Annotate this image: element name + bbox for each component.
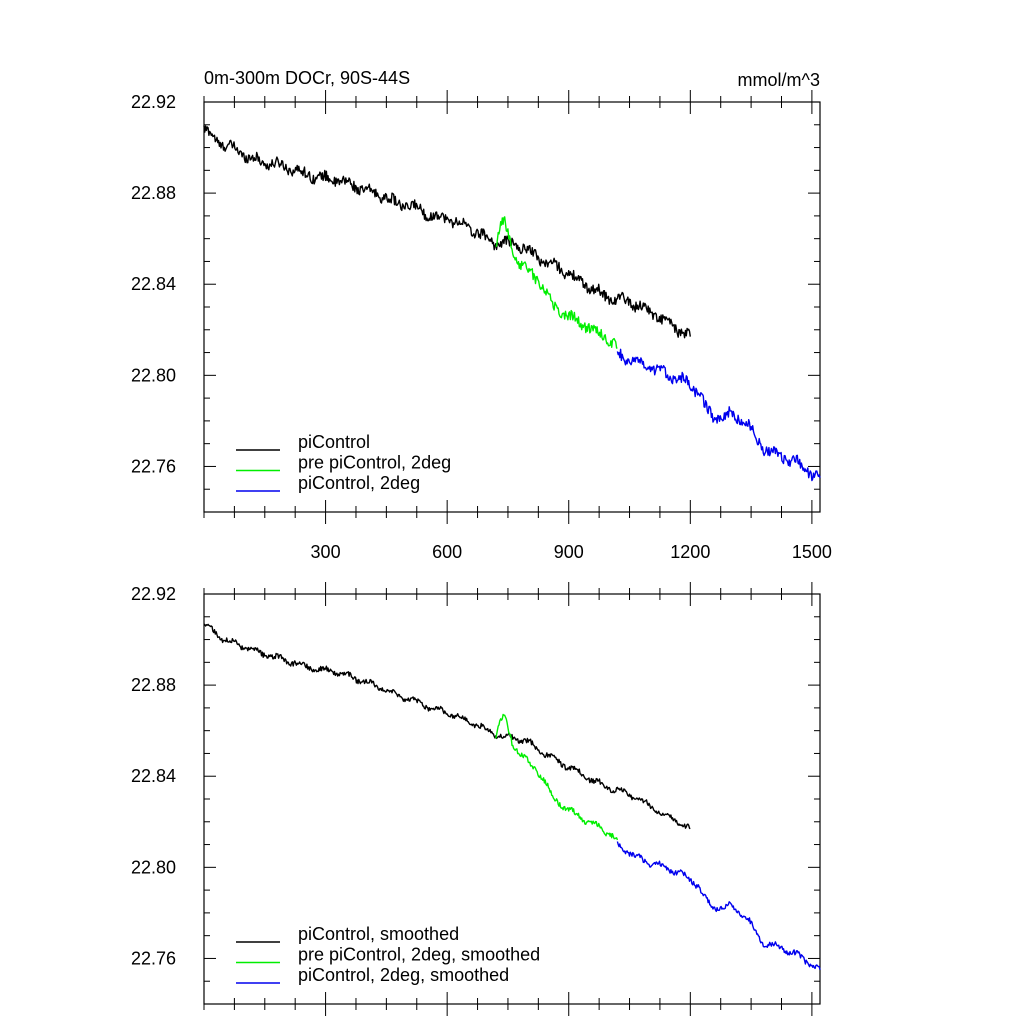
legend-label: piControl, 2deg, smoothed (298, 965, 509, 985)
y-tick-label: 22.76 (131, 948, 176, 968)
y-tick-label: 22.88 (131, 183, 176, 203)
y-tick-label: 22.76 (131, 456, 176, 476)
plot-frame (203, 593, 821, 1005)
y-tick-label: 22.92 (131, 584, 176, 604)
x-tick-label: 300 (311, 542, 341, 562)
legend-label: pre piControl, 2deg, smoothed (298, 945, 540, 965)
y-tick-label: 22.88 (131, 675, 176, 695)
bottom-panel: 22.76 22.80 22.84 22.88 22.92 piControl, smoo… (131, 582, 821, 1016)
series-line-0 (203, 623, 691, 830)
legend-label: pre piControl, 2deg (298, 453, 451, 473)
top-panel: 22.76 22.80 22.84 22.88 22.92 300 600 900 1200 15… (131, 90, 832, 562)
x-tick-label: 1500 (792, 542, 832, 562)
y-tick-label: 22.84 (131, 274, 176, 294)
x-tick-label: 900 (554, 542, 584, 562)
plot-frame (203, 101, 821, 513)
y-tick-label: 22.80 (131, 857, 176, 877)
y-tick-label: 22.84 (131, 766, 176, 786)
x-tick-label: 1200 (670, 542, 710, 562)
series-line-1 (495, 216, 618, 349)
legend-label: piControl, 2deg (298, 473, 420, 493)
y-tick-label: 22.92 (131, 92, 176, 112)
chart-units: mmol/m^3 (738, 70, 820, 90)
x-tick-label: 600 (432, 542, 462, 562)
series-line-1 (495, 713, 619, 841)
y-tick-label: 22.80 (131, 365, 176, 385)
chart-title: 0m-300m DOCr, 90S-44S (204, 68, 410, 88)
legend-label: piControl, smoothed (298, 924, 459, 944)
series-line-2 (616, 841, 821, 970)
series-line-0 (203, 125, 691, 339)
series-line-2 (616, 348, 821, 482)
legend-label: piControl (298, 432, 370, 452)
